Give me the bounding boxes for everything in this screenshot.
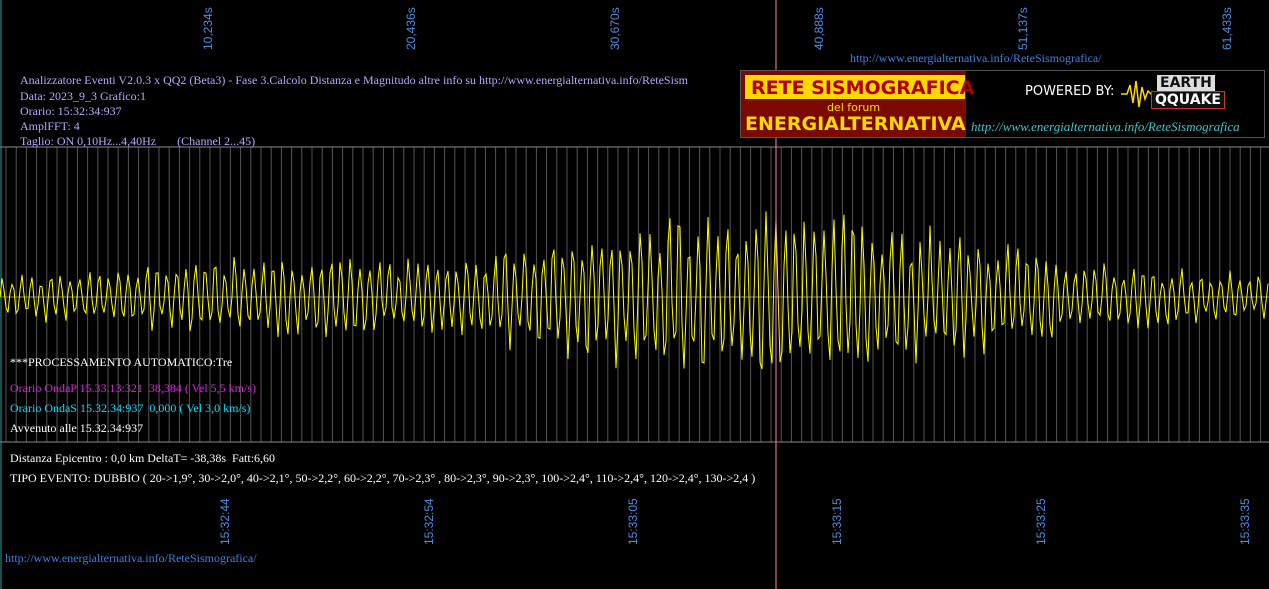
avvenuto-line: Avvenuto alle 15.32.34:937 <box>10 421 144 435</box>
bottom-tick-label: 15:33:05 <box>626 498 640 545</box>
top-tick-label: 51,137s <box>1016 7 1030 50</box>
onda-p-line: Orario OndaP 15.33.13:321 38,384 ( Vel 5… <box>10 381 256 395</box>
top-tick-label: 40,888s <box>812 7 826 50</box>
analyzer-title: Analizzatore Eventi V2.0.3 x QQ2 (Beta3)… <box>20 73 688 87</box>
footer-url-link[interactable]: http://www.energialternativa.info/ReteSi… <box>5 551 257 565</box>
processing-title: ***PROCESSAMENTO AUTOMATICO:Tre <box>10 355 233 369</box>
time-grid <box>5 147 1262 442</box>
top-tick-label: 10,234s <box>201 7 215 50</box>
logo-yellow-band <box>745 75 965 99</box>
logo-earth: EARTH <box>1157 75 1215 91</box>
bottom-tick-label: 15:33:25 <box>1034 498 1048 545</box>
logo-url: http://www.energialternativa.info/ReteSi… <box>971 119 1240 134</box>
bottom-tick-label: 15:33:35 <box>1238 498 1252 545</box>
top-tick-label: 20,436s <box>404 7 418 50</box>
data-line: Data: 2023_9_3 Grafico:1 <box>20 89 146 103</box>
top-tick-label: 61,433s <box>1220 7 1234 50</box>
time-line: Orario: 15:32:34:937 <box>20 104 122 118</box>
logo-powered-by: POWERED BY: <box>1025 84 1115 99</box>
amplfft-line: AmplFFT: 4 <box>20 119 80 133</box>
bottom-tick-label: 15:33:15 <box>830 498 844 545</box>
seismic-trace <box>0 211 1269 370</box>
onda-s-line: Orario OndaS 15.32.34:937 0,000 ( Vel 3,… <box>10 401 251 415</box>
epicenter-distance: Distanza Epicentro : 0,0 km DeltaT= -38,… <box>10 451 276 465</box>
top-tick-label: 30,670s <box>608 7 622 50</box>
logo-forum: del forum <box>827 101 881 114</box>
bottom-tick-label: 15:32:44 <box>218 498 232 545</box>
rete-sismografica-logo[interactable]: RETE SISMOGRAFICA del forum ENERGIALTERN… <box>740 70 1265 138</box>
logo-name: ENERGIALTERNATIVA <box>745 113 966 135</box>
seismograph-wave-icon <box>1121 80 1161 108</box>
filter-line: Taglio: ON 0,10Hz...4,40Hz (Channel 2...… <box>20 134 256 148</box>
logo-quake: QQUAKE <box>1151 91 1225 109</box>
top-url-link[interactable]: http://www.energialternativa.info/ReteSi… <box>850 51 1102 65</box>
bottom-tick-label: 15:32:54 <box>422 498 436 545</box>
logo-title: RETE SISMOGRAFICA <box>751 77 975 99</box>
event-type: TIPO EVENTO: DUBBIO ( 20->1,9°, 30->2,0°… <box>10 471 756 485</box>
